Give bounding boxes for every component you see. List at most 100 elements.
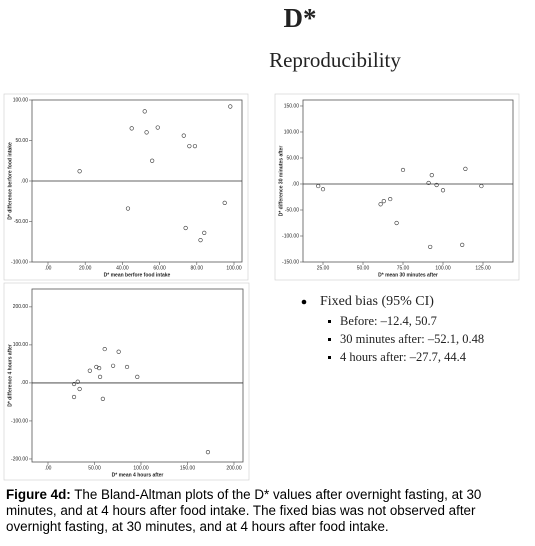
point: [400, 167, 406, 173]
y-tick-label: 50.00: [286, 155, 299, 161]
outer-box: [3, 282, 250, 481]
x-tick-label: 75.00: [397, 265, 410, 271]
y-tick-label: -200.00: [11, 456, 28, 462]
point: [94, 364, 99, 370]
point: [222, 200, 227, 205]
point: [142, 109, 147, 114]
note-item: Before: –12.4, 50.7: [340, 314, 437, 328]
x-tick-label: 50.00: [357, 265, 370, 271]
note-item: 4 hours after: –27.7, 44.4: [340, 350, 467, 364]
point: [228, 104, 233, 109]
x-tick-label: 80.00: [191, 265, 204, 271]
y-axis-label: D* difference berfore food intake: [7, 142, 13, 220]
note-item: 30 minutes after: –52.1, 0.48: [340, 332, 484, 346]
x-axis-label: D* mean berfore food intake: [104, 272, 171, 278]
point: [202, 230, 207, 235]
point: [124, 364, 130, 370]
point: [479, 183, 484, 189]
bullet: [328, 356, 331, 359]
point: [198, 238, 203, 243]
point: [381, 199, 386, 204]
caption-label: Figure 4d:: [6, 487, 71, 502]
x-tick-label: 100.00: [226, 265, 242, 271]
point: [394, 220, 399, 226]
x-tick-label: 100.00: [133, 465, 149, 471]
point: [75, 379, 80, 384]
x-tick-label: 125.00: [475, 265, 491, 271]
y-tick-label: .00: [21, 178, 28, 184]
y-tick-label: -150.00: [282, 259, 299, 265]
x-tick-label: 100.00: [435, 265, 451, 271]
point: [87, 368, 92, 373]
point: [181, 133, 186, 138]
y-tick-label: -100.00: [11, 259, 28, 265]
point: [428, 244, 433, 250]
outer-box: [3, 93, 249, 281]
y-tick-label: -100.00: [11, 418, 28, 424]
point: [155, 125, 160, 130]
x-tick-label: 50.00: [88, 465, 101, 471]
point: [463, 166, 468, 172]
notes-heading: Fixed bias (95% CI): [320, 294, 434, 309]
point: [100, 396, 105, 401]
point: [144, 130, 149, 135]
y-tick-label: 150.00: [284, 103, 300, 109]
point: [71, 381, 77, 387]
x-tick-label: 150.00: [180, 465, 196, 471]
y-tick-label: -100.00: [282, 233, 299, 239]
caption: Figure 4d: The Bland-Altman plots of the…: [6, 487, 530, 535]
caption-text: The Bland-Altman plots of the D* values …: [6, 487, 482, 534]
point: [187, 144, 192, 149]
y-tick-label: .00: [292, 181, 299, 187]
figure-title: D*: [284, 3, 317, 33]
y-axis-label: D* difference 4 hours after: [7, 344, 13, 407]
point: [102, 346, 107, 352]
x-tick-label: 60.00: [153, 265, 166, 271]
bullet: [328, 320, 331, 323]
x-tick-label: 20.00: [79, 265, 92, 271]
y-tick-label: 100.00: [13, 342, 29, 348]
x-axis-label: D* mean 30 minutes after: [378, 272, 438, 278]
plot-frame: [302, 99, 514, 263]
y-tick-label: .00: [21, 380, 28, 386]
y-tick-label: 100.00: [13, 97, 29, 103]
x-tick-label: .00: [45, 265, 52, 271]
point: [129, 126, 134, 131]
x-axis-label: D* mean 4 hours after: [112, 472, 164, 478]
point: [378, 202, 383, 207]
point: [320, 187, 326, 192]
point: [97, 374, 103, 379]
point: [316, 183, 321, 189]
point: [77, 386, 82, 392]
point: [97, 365, 102, 371]
y-tick-label: 200.00: [13, 304, 29, 310]
point: [183, 225, 188, 231]
point: [440, 188, 446, 193]
point: [205, 450, 211, 455]
point: [150, 158, 155, 163]
point: [460, 242, 465, 247]
point: [71, 394, 77, 400]
y-tick-label: -50.00: [285, 207, 299, 213]
x-tick-label: .00: [45, 465, 52, 471]
figure: D* Reproducibility Fixed bias (95% CI) B…: [3, 3, 520, 481]
plot-frame: [31, 288, 244, 463]
x-tick-label: 40.00: [116, 265, 129, 271]
point: [116, 349, 121, 354]
bullet: [328, 338, 331, 341]
y-axis-label: D* difference 30 minutes after: [278, 146, 284, 217]
y-tick-label: -50.00: [14, 219, 28, 225]
point: [192, 144, 198, 149]
point: [135, 374, 140, 379]
y-tick-label: 100.00: [284, 129, 300, 135]
outer-box: [274, 93, 520, 281]
x-tick-label: 200.00: [226, 465, 242, 471]
point: [388, 196, 393, 202]
point: [125, 206, 131, 211]
point: [434, 182, 439, 188]
point: [77, 169, 82, 174]
figure-subtitle: Reproducibility: [269, 48, 401, 72]
bullet: [301, 299, 307, 305]
point: [110, 363, 116, 368]
